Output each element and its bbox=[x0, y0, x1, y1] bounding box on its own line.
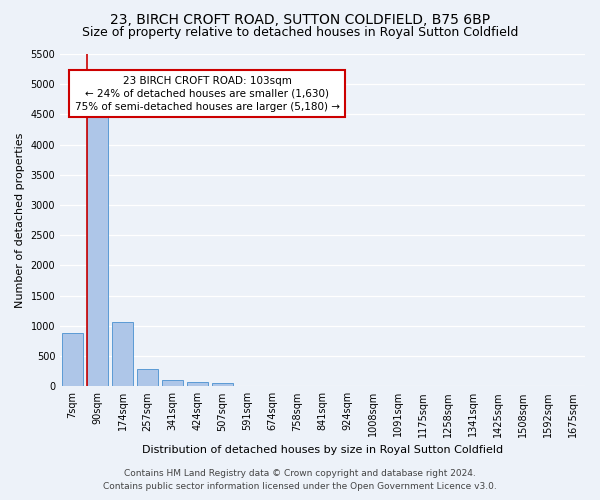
Bar bbox=[212, 384, 233, 386]
Text: 23 BIRCH CROFT ROAD: 103sqm
← 24% of detached houses are smaller (1,630)
75% of : 23 BIRCH CROFT ROAD: 103sqm ← 24% of det… bbox=[74, 76, 340, 112]
X-axis label: Distribution of detached houses by size in Royal Sutton Coldfield: Distribution of detached houses by size … bbox=[142, 445, 503, 455]
Bar bbox=[87, 110, 108, 386]
Text: Contains HM Land Registry data © Crown copyright and database right 2024.
Contai: Contains HM Land Registry data © Crown c… bbox=[103, 470, 497, 491]
Bar bbox=[112, 322, 133, 386]
Bar bbox=[137, 369, 158, 386]
Text: Size of property relative to detached houses in Royal Sutton Coldfield: Size of property relative to detached ho… bbox=[82, 26, 518, 39]
Bar bbox=[162, 380, 183, 386]
Bar bbox=[62, 333, 83, 386]
Y-axis label: Number of detached properties: Number of detached properties bbox=[15, 132, 25, 308]
Bar bbox=[187, 382, 208, 386]
Text: 23, BIRCH CROFT ROAD, SUTTON COLDFIELD, B75 6BP: 23, BIRCH CROFT ROAD, SUTTON COLDFIELD, … bbox=[110, 12, 490, 26]
